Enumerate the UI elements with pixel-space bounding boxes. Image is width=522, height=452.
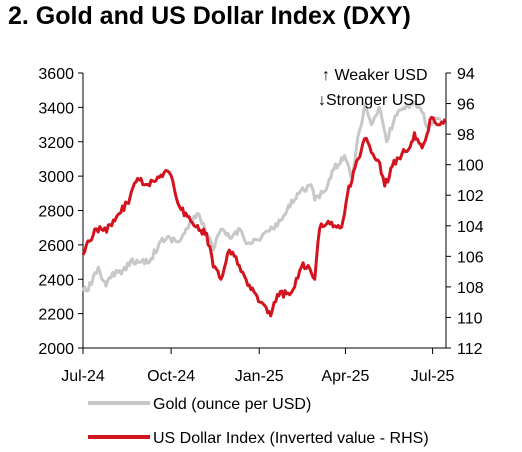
right-tick-label: 102 [457, 188, 484, 205]
right-tick-label: 112 [457, 341, 483, 358]
gold-series [81, 100, 442, 293]
x-tick-label: Oct-24 [147, 368, 195, 385]
left-tick-label: 3200 [38, 135, 74, 152]
right-tick-label: 108 [457, 280, 484, 297]
left-tick-label: 3600 [38, 66, 74, 83]
left-tick-label: 2800 [38, 204, 74, 221]
tick-labels: 2000 2200 2400 2600 2800 3000 3200 3400 3600 94 96… [38, 66, 483, 385]
legend-label-dxy: US Dollar Index (Inverted value - RHS) [153, 430, 429, 447]
left-tick-label: 2400 [38, 272, 74, 289]
right-tick-label: 104 [457, 219, 484, 236]
legend-label-gold: Gold (ounce per USD) [153, 396, 311, 413]
down-arrow-icon: ↓ [318, 92, 326, 109]
up-arrow-icon: ↑ [322, 67, 334, 84]
stronger-usd-annotation: ↓Stronger USD [318, 92, 426, 109]
series-line [81, 100, 442, 293]
weaker-usd-label: Weaker USD [334, 67, 427, 84]
x-tick-label: Jul-24 [61, 368, 105, 385]
left-tick-label: 3000 [38, 169, 74, 186]
left-tick-label: 2600 [38, 238, 74, 255]
series-line [81, 115, 447, 318]
x-tick-label: Jul-25 [411, 368, 455, 385]
weaker-usd-annotation: ↑ Weaker USD [322, 67, 428, 84]
left-tick-label: 2000 [38, 341, 74, 358]
right-tick-label: 100 [457, 158, 484, 175]
legend: Gold (ounce per USD) US Dollar Index (In… [88, 396, 429, 447]
x-tick-label: Jan-25 [235, 368, 284, 385]
right-tick-label: 98 [457, 127, 475, 144]
right-tick-label: 96 [457, 97, 475, 114]
right-tick-label: 106 [457, 249, 484, 266]
right-tick-label: 110 [457, 310, 483, 327]
chart-title: 2. Gold and US Dollar Index (DXY) [8, 2, 411, 30]
stronger-usd-label: Stronger USD [326, 92, 426, 109]
left-tick-label: 3400 [38, 100, 74, 117]
left-tick-label: 2200 [38, 307, 74, 324]
right-tick-label: 94 [457, 66, 475, 83]
dxy-series [81, 115, 447, 318]
axes [78, 72, 451, 354]
x-tick-label: Apr-25 [321, 368, 369, 385]
